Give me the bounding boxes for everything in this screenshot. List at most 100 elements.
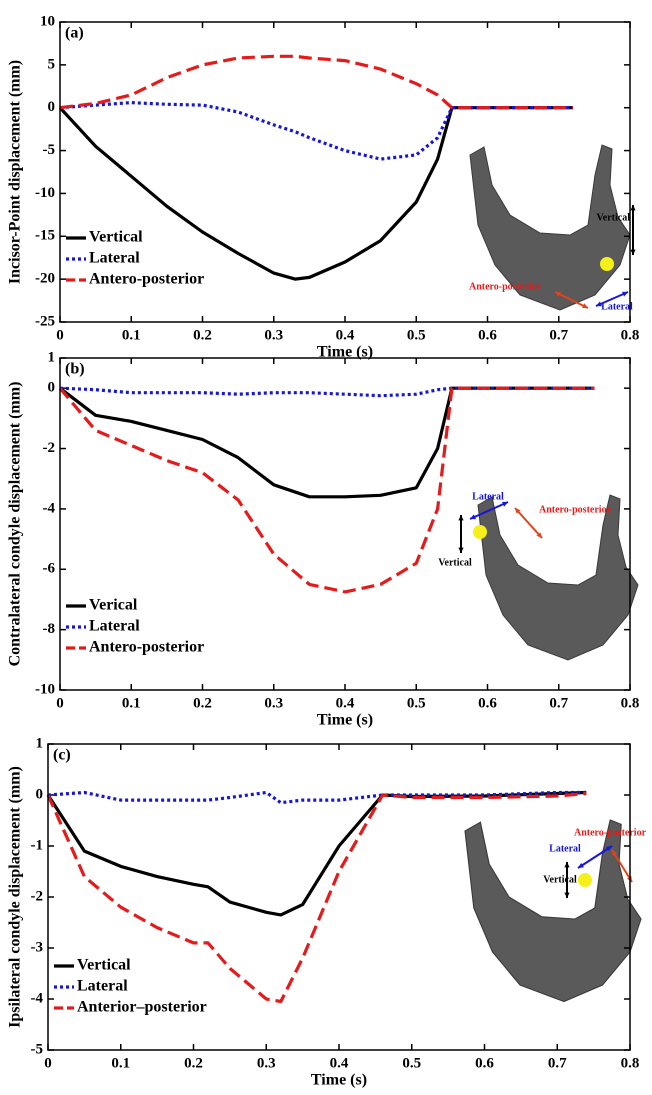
arrow-head bbox=[582, 303, 588, 308]
x-tick-label: 0.7 bbox=[549, 695, 568, 711]
x-tick-label: 0.6 bbox=[478, 695, 497, 711]
arrow-head bbox=[564, 862, 570, 868]
plot-frame bbox=[59, 357, 631, 691]
y-tick-label: -5 bbox=[43, 142, 56, 158]
arrow-head bbox=[458, 547, 464, 553]
y-axis-label: Ipsilateral condyle displacement (mm) bbox=[7, 766, 24, 1028]
marker-point bbox=[600, 257, 614, 271]
arrow-head bbox=[555, 292, 561, 297]
plot-frame bbox=[47, 743, 631, 1051]
y-tick-label: -8 bbox=[43, 621, 56, 637]
y-tick-label: 0 bbox=[36, 786, 44, 802]
mandible-image bbox=[464, 819, 642, 1003]
y-tick-label: -4 bbox=[31, 990, 44, 1006]
y-tick-label: -15 bbox=[35, 228, 55, 244]
annotation: Vertical bbox=[438, 557, 472, 568]
x-axis-label: Time (s) bbox=[317, 344, 373, 361]
annotation: Antero-posterior bbox=[574, 827, 647, 838]
direction-arrow bbox=[595, 291, 629, 307]
y-tick-label: -25 bbox=[35, 313, 55, 329]
x-axis-label: Time (s) bbox=[317, 712, 373, 729]
y-axis-label: Incisor-Point displacement (mm) bbox=[7, 60, 24, 284]
y-tick-label: 0 bbox=[48, 99, 56, 115]
y-tick-label: -10 bbox=[35, 681, 55, 697]
arrow-head bbox=[622, 291, 628, 297]
legend-label: Anterior–posterior bbox=[77, 999, 207, 1016]
direction-arrow bbox=[577, 845, 613, 869]
x-tick-label: 0.6 bbox=[478, 327, 497, 343]
mandible-image bbox=[469, 144, 631, 311]
y-tick-label: -3 bbox=[31, 939, 44, 955]
annotation: Lateral bbox=[549, 843, 581, 854]
annotation: Lateral bbox=[601, 301, 633, 312]
arrow-head bbox=[630, 249, 636, 255]
x-tick-label: 0.4 bbox=[336, 327, 355, 343]
data-line bbox=[58, 386, 595, 594]
arrow-head bbox=[502, 501, 508, 507]
annotation: Antero-posterior bbox=[539, 504, 612, 515]
legend-label: Lateral bbox=[77, 978, 128, 995]
arrow-head bbox=[564, 892, 570, 898]
legend-label: Vertical bbox=[77, 957, 131, 974]
arrow-head bbox=[612, 850, 618, 856]
y-tick-label: -2 bbox=[43, 440, 56, 456]
x-tick-label: 0.3 bbox=[257, 1055, 276, 1071]
x-tick-label: 0.2 bbox=[193, 327, 212, 343]
panel-label: (a) bbox=[65, 25, 84, 42]
annotation: Vertical bbox=[543, 874, 577, 885]
arrow-head bbox=[470, 514, 476, 520]
annotation: Vertical bbox=[596, 212, 630, 223]
x-tick-label: 0.2 bbox=[184, 1055, 203, 1071]
x-tick-label: 0.3 bbox=[264, 327, 283, 343]
y-tick-label: -10 bbox=[35, 185, 55, 201]
data-line bbox=[46, 790, 587, 917]
y-tick-label: -20 bbox=[35, 271, 55, 287]
x-tick-label: 0.7 bbox=[549, 327, 568, 343]
x-tick-label: 0 bbox=[56, 695, 64, 711]
arrow-head bbox=[515, 508, 521, 514]
y-tick-label: 5 bbox=[48, 56, 56, 72]
direction-arrow bbox=[514, 507, 543, 539]
x-tick-label: 0.5 bbox=[402, 1055, 421, 1071]
legend-label: Antero-posterior bbox=[89, 271, 204, 288]
x-tick-label: 0.8 bbox=[621, 327, 640, 343]
legend-label: Vertical bbox=[89, 229, 143, 246]
x-tick-label: 0 bbox=[56, 327, 64, 343]
direction-arrow bbox=[611, 849, 633, 883]
x-tick-label: 0.8 bbox=[621, 695, 640, 711]
panel-label: (b) bbox=[65, 361, 85, 378]
data-line bbox=[47, 790, 587, 805]
mandible-image bbox=[477, 494, 639, 661]
x-tick-label: 0.8 bbox=[621, 1055, 640, 1071]
y-tick-label: -6 bbox=[43, 561, 56, 577]
panel-label: (c) bbox=[53, 747, 71, 764]
x-tick-label: 0.4 bbox=[330, 1055, 349, 1071]
annotation: Lateral bbox=[472, 491, 504, 502]
legend-label: Lateral bbox=[89, 618, 140, 635]
direction-arrow bbox=[554, 291, 589, 309]
x-tick-label: 0.5 bbox=[407, 695, 426, 711]
legend-label: Verical bbox=[89, 597, 138, 614]
y-tick-label: 1 bbox=[48, 349, 56, 365]
data-line bbox=[59, 54, 573, 110]
arrow-head bbox=[578, 862, 584, 868]
direction-arrow bbox=[469, 501, 509, 520]
y-tick-label: 1 bbox=[36, 735, 44, 751]
annotation: Antero-posterior bbox=[469, 281, 542, 292]
x-tick-label: 0.7 bbox=[548, 1055, 567, 1071]
data-line bbox=[46, 791, 587, 1004]
x-tick-label: 0.3 bbox=[264, 695, 283, 711]
x-tick-label: 0.6 bbox=[475, 1055, 494, 1071]
arrow-head bbox=[536, 532, 542, 538]
x-axis-label: Time (s) bbox=[311, 1072, 367, 1089]
arrow-head bbox=[458, 515, 464, 521]
legend-label: Antero-posterior bbox=[89, 639, 204, 656]
y-tick-label: -4 bbox=[43, 500, 56, 516]
x-tick-label: 0.5 bbox=[407, 327, 426, 343]
y-tick-label: -1 bbox=[31, 837, 44, 853]
x-tick-label: 0 bbox=[44, 1055, 52, 1071]
y-tick-label: -5 bbox=[31, 1041, 44, 1057]
y-tick-label: 10 bbox=[40, 13, 55, 29]
